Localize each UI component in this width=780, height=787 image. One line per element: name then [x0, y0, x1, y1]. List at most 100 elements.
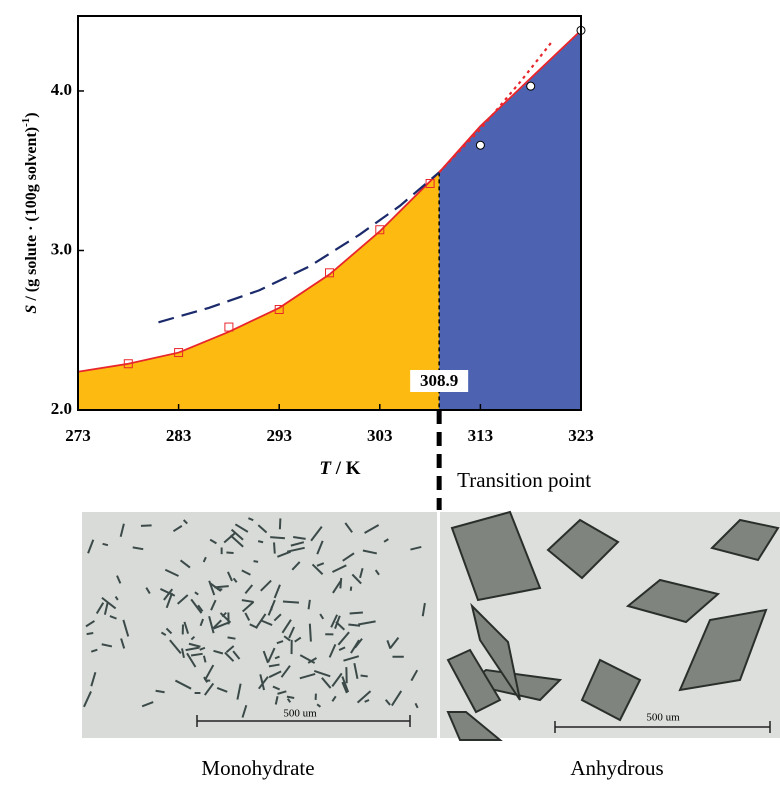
needle: [101, 596, 117, 610]
crystal: [710, 518, 780, 562]
needle: [286, 695, 295, 700]
fit-line: [438, 42, 552, 174]
needle: [140, 524, 152, 527]
needle: [227, 571, 233, 582]
needle: [316, 540, 324, 555]
needle: [87, 539, 95, 554]
x-tick-label: 323: [568, 426, 594, 445]
needle: [364, 524, 380, 534]
needle: [186, 652, 197, 668]
needle: [350, 639, 360, 654]
needle: [90, 671, 97, 687]
needle: [262, 650, 269, 664]
needle: [230, 528, 244, 541]
plot: 308.9 Transition point 273 283 293 303 313 323 2…: [20, 15, 594, 510]
needle: [229, 534, 244, 548]
needle: [274, 696, 279, 705]
needle: [159, 588, 176, 597]
needle: [248, 517, 254, 522]
needle: [122, 619, 130, 637]
needle: [90, 648, 98, 653]
needle: [199, 646, 206, 651]
needle: [331, 695, 337, 702]
needle: [213, 649, 224, 655]
needle: [288, 626, 295, 639]
needle: [185, 646, 200, 652]
data-point: [375, 225, 385, 235]
data-point: [325, 268, 334, 278]
needle: [208, 615, 215, 634]
needle: [232, 650, 241, 660]
needle: [132, 546, 144, 551]
needle: [241, 704, 248, 718]
x-axis-label: T / K: [319, 458, 360, 479]
crystal: [580, 658, 642, 722]
needle: [227, 636, 236, 640]
needle: [280, 665, 291, 678]
needle: [114, 595, 119, 601]
data-point: [475, 140, 485, 150]
needle: [351, 573, 362, 585]
needle: [95, 602, 105, 615]
needle: [181, 648, 185, 658]
x-tick-label: 283: [166, 426, 192, 445]
needle: [242, 601, 255, 613]
crystal: [446, 648, 502, 714]
needle: [330, 614, 338, 628]
needle: [316, 562, 325, 567]
needle: [307, 657, 317, 664]
needle: [260, 579, 272, 592]
needle: [383, 538, 389, 543]
needle: [353, 662, 359, 680]
plate-crystals: [446, 510, 780, 741]
needle: [341, 681, 348, 694]
needle: [216, 686, 228, 693]
needle: [268, 663, 280, 668]
needle: [307, 599, 311, 610]
needle: [204, 664, 215, 681]
needle: [273, 613, 282, 622]
needle: [103, 601, 109, 615]
needle: [282, 600, 300, 604]
transition-label: Transition point: [457, 468, 591, 492]
needle: [277, 690, 287, 695]
needle: [334, 615, 341, 629]
x-tick-label: 293: [266, 426, 292, 445]
needle: [338, 646, 346, 651]
x-tick-label: 273: [65, 426, 91, 445]
needle: [164, 568, 179, 577]
needle: [276, 550, 291, 558]
needle: [221, 611, 227, 618]
needle: [344, 522, 353, 533]
needle: [174, 679, 192, 690]
needle: [259, 674, 266, 691]
needle: [410, 545, 422, 551]
needle: [294, 636, 302, 643]
needle: [183, 621, 190, 634]
data-point: [174, 348, 184, 358]
needle: [359, 568, 364, 579]
needle: [244, 612, 251, 621]
transition-label-box: [410, 370, 469, 392]
needle: [270, 606, 273, 611]
needle: [145, 587, 151, 595]
needle: [267, 647, 276, 663]
needle: [274, 655, 280, 660]
needle: [313, 669, 331, 678]
needle: [360, 674, 368, 678]
needle: [116, 575, 122, 584]
needle: [364, 699, 370, 703]
needle: [225, 645, 235, 653]
needle: [109, 615, 117, 620]
needle: [273, 542, 276, 554]
needle: [389, 637, 400, 649]
y-label-close: ): [23, 112, 40, 117]
crystal: [625, 578, 721, 624]
scale-label: 500 um: [283, 708, 317, 720]
needle: [260, 619, 273, 626]
needle: [270, 536, 285, 540]
y-label-symbol: S: [23, 305, 40, 314]
needle: [182, 519, 188, 525]
needle: [268, 670, 282, 679]
needle: [341, 676, 350, 693]
